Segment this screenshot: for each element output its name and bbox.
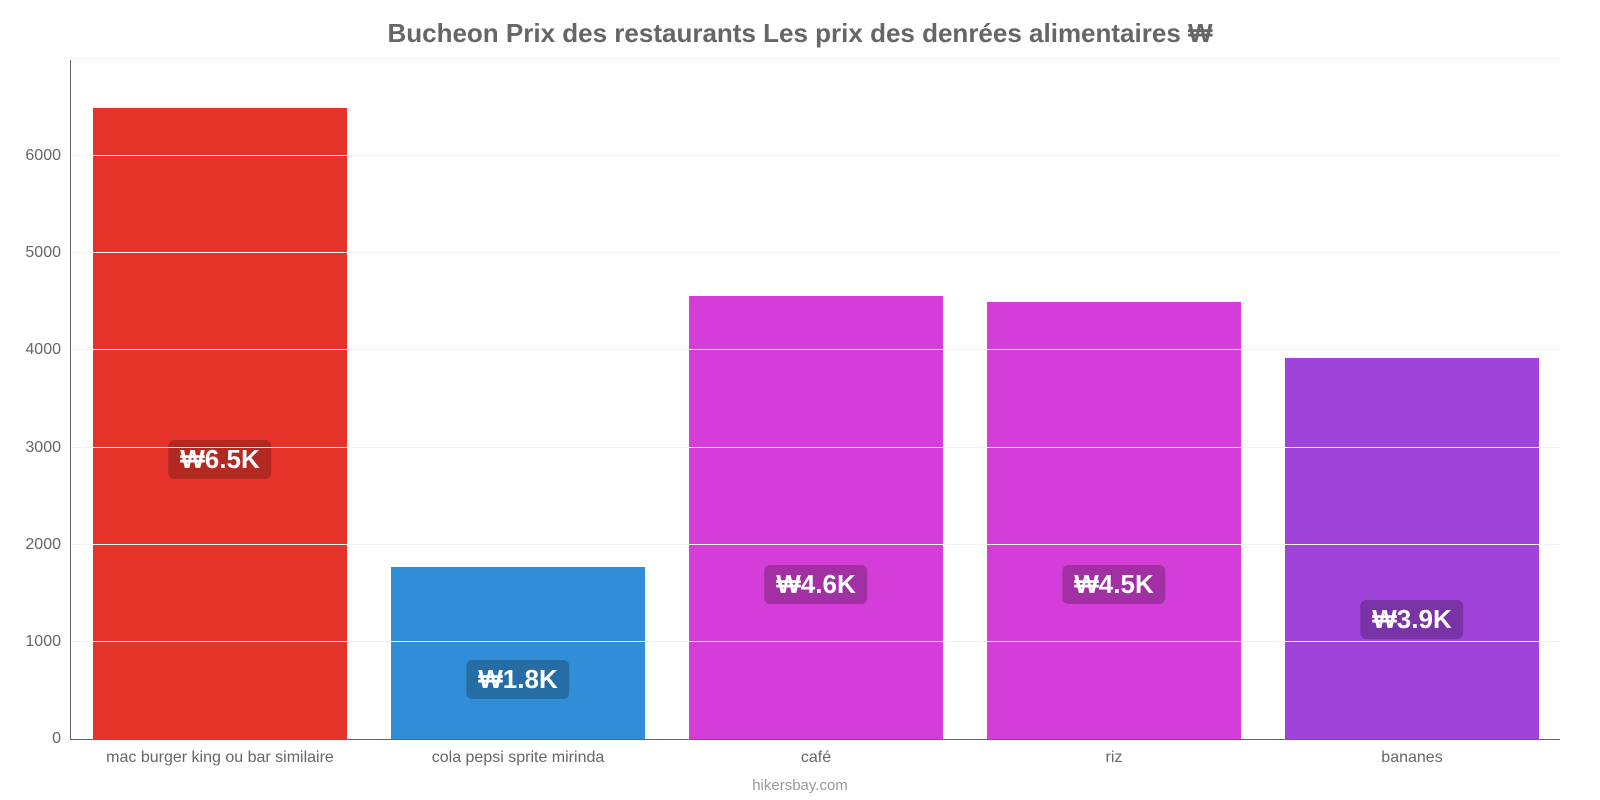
y-axis-tick-label: 0 [52,730,71,748]
chart-gridline [71,252,1560,253]
chart-gridline [71,641,1560,642]
chart-title: Bucheon Prix des restaurants Les prix de… [0,18,1600,49]
chart-footer-credit: hikersbay.com [0,777,1600,794]
chart-bar [1285,358,1538,739]
y-axis-tick-label: 4000 [25,341,71,359]
x-axis-tick-label: café [801,739,831,767]
y-axis-tick-label: 3000 [25,439,71,457]
chart-bars-layer: ₩6.5K ₩1.8K ₩4.6K ₩4.5K ₩3.9K [71,60,1560,739]
chart-value-label: ₩3.9K [1360,600,1463,639]
chart-gridline [71,544,1560,545]
chart-bar-slot: ₩4.6K [667,60,965,739]
chart-gridline [71,58,1560,59]
x-axis-tick-label: mac burger king ou bar similaire [106,739,334,767]
chart-plot-area: ₩6.5K₩1.8K₩4.6K₩4.5K₩3.9K 01000200030004… [70,60,1560,740]
y-axis-tick-label: 2000 [25,536,71,554]
chart-bar-slot: ₩1.8K [369,60,667,739]
chart-bar-slot: ₩4.5K [965,60,1263,739]
chart-value-label: ₩1.8K [466,660,569,699]
chart-bar-slot: ₩3.9K [1263,60,1561,739]
y-axis-tick-label: 5000 [25,244,71,262]
chart-gridline [71,349,1560,350]
chart-value-label: ₩4.5K [1062,565,1165,604]
chart-value-label: ₩4.6K [764,565,867,604]
chart-bar [391,567,644,739]
chart-gridline [71,447,1560,448]
chart-bar-slot: ₩6.5K [71,60,369,739]
y-axis-tick-label: 1000 [25,633,71,651]
chart-bar [987,302,1240,739]
y-axis-tick-label: 6000 [25,147,71,165]
chart-bar [93,108,346,739]
chart-gridline [71,155,1560,156]
x-axis-tick-label: bananes [1381,739,1442,767]
chart-bar [689,296,942,739]
x-axis-tick-label: riz [1106,739,1123,767]
x-axis-tick-label: cola pepsi sprite mirinda [432,739,605,767]
